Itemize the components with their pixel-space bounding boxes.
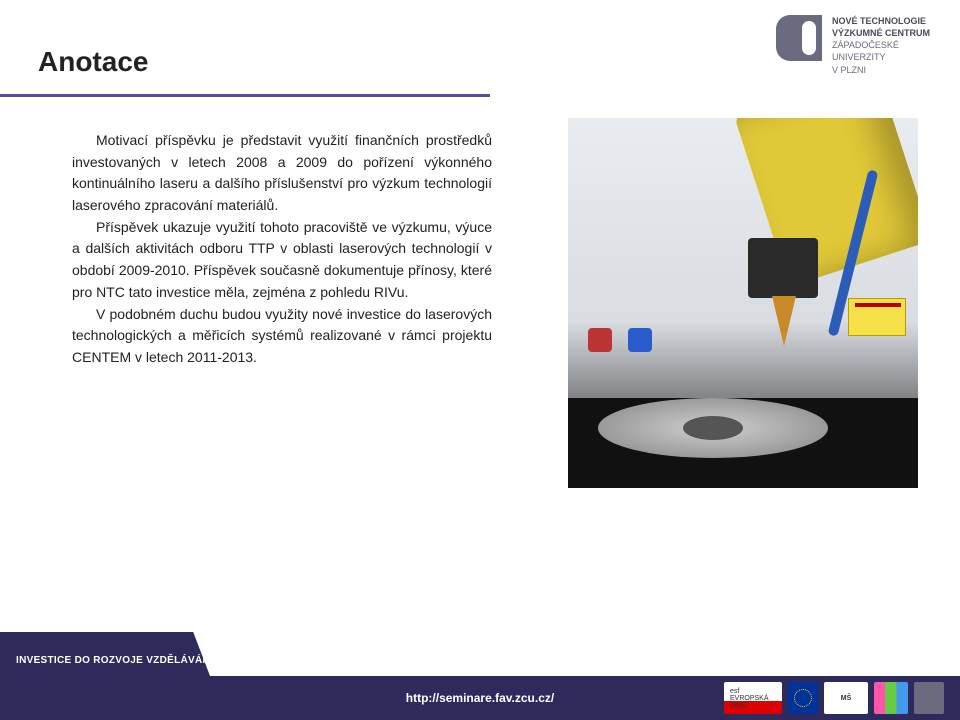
wall-socket-red-icon <box>588 328 612 352</box>
brand-line2: VÝZKUMNÉ CENTRUM <box>832 27 930 39</box>
page-title: Anotace <box>38 46 148 78</box>
paragraph-2: Příspěvek ukazuje využití tohoto pracovi… <box>72 217 492 304</box>
footer-left-text: INVESTICE DO ROZVOJE VZDĚLÁVÁNÍ <box>16 655 213 666</box>
brand-logo: NOVÉ TECHNOLOGIE VÝZKUMNÉ CENTRUM ZÁPADO… <box>776 15 930 76</box>
eu-flag-icon <box>788 682 818 714</box>
brake-disc-icon <box>598 398 828 458</box>
brand-line1: NOVÉ TECHNOLOGIE <box>832 15 930 27</box>
logo-u-icon <box>776 15 822 61</box>
opvk-logo-icon <box>874 682 908 714</box>
brand-line5: V PLZNI <box>832 64 930 76</box>
body-copy: Motivací příspěvku je představit využití… <box>72 130 492 369</box>
hero-image <box>568 118 918 488</box>
zcu-logo-icon <box>914 682 944 714</box>
paragraph-3: V podobném duchu budou využity nové inve… <box>72 304 492 369</box>
esf-logo-icon: esf EVROPSKÁ UNIE <box>724 682 782 714</box>
laser-head-icon <box>748 238 818 298</box>
brand-text: NOVÉ TECHNOLOGIE VÝZKUMNÉ CENTRUM ZÁPADO… <box>832 15 930 76</box>
footer-logos: esf EVROPSKÁ UNIE MŠ <box>724 682 944 714</box>
title-underline <box>0 94 490 97</box>
laser-nozzle-icon <box>772 296 796 346</box>
paragraph-1: Motivací příspěvku je představit využití… <box>72 130 492 217</box>
laser-warning-sign-icon <box>848 298 906 336</box>
brand-line3: ZÁPADOČESKÉ <box>832 39 930 51</box>
brand-line4: UNIVERZITY <box>832 51 930 63</box>
wall-socket-blue-icon <box>628 328 652 352</box>
msmt-logo-icon: MŠ <box>824 682 868 714</box>
footer-flag <box>0 632 210 676</box>
